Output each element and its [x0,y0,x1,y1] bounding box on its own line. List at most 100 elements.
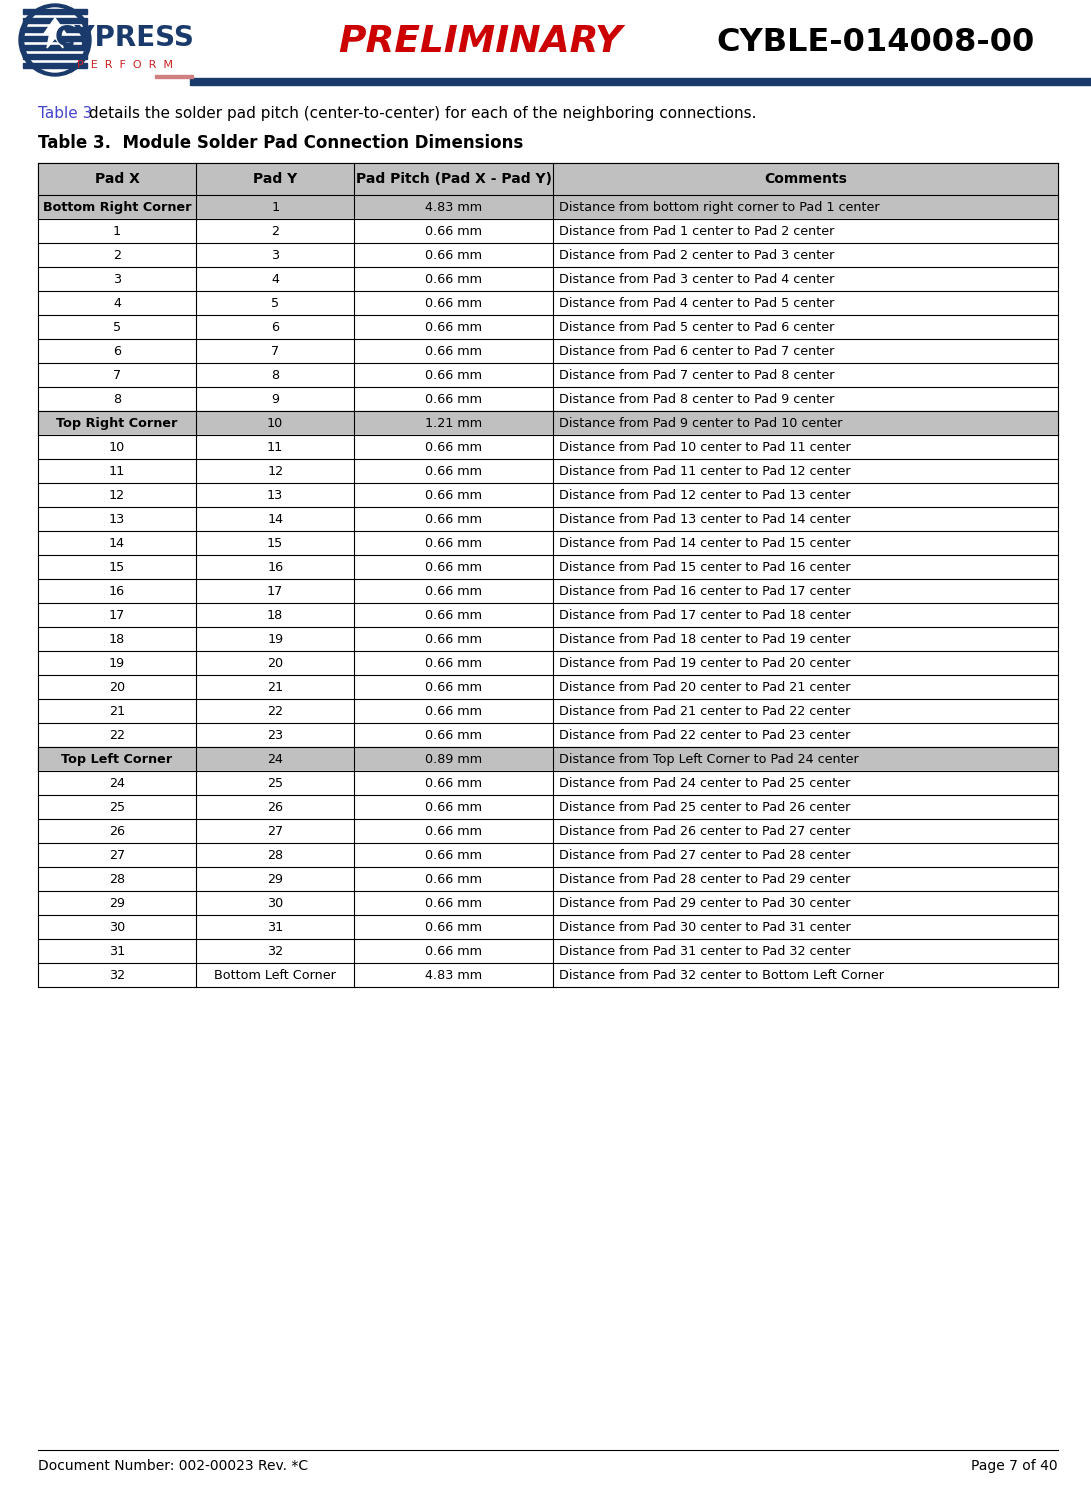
Text: 13: 13 [109,513,125,525]
Text: 7: 7 [271,344,279,358]
Text: 24: 24 [267,752,284,766]
Text: 0.66 mm: 0.66 mm [425,729,482,742]
Text: Distance from Pad 17 center to Pad 18 center: Distance from Pad 17 center to Pad 18 ce… [559,609,851,621]
Text: 3: 3 [271,248,279,262]
Text: Distance from Pad 22 center to Pad 23 center: Distance from Pad 22 center to Pad 23 ce… [559,729,851,742]
Bar [38,194,1058,218]
Text: Pad Pitch (Pad X - Pad Y): Pad Pitch (Pad X - Pad Y) [356,172,552,186]
Text: Distance from Pad 5 center to Pad 6 center: Distance from Pad 5 center to Pad 6 cent… [559,320,835,334]
Text: Distance from Pad 8 center to Pad 9 center: Distance from Pad 8 center to Pad 9 cent… [559,392,835,405]
Text: 0.66 mm: 0.66 mm [425,320,482,334]
Bar [38,266,1058,292]
Text: 0.66 mm: 0.66 mm [425,776,482,790]
Text: 0.66 mm: 0.66 mm [425,392,482,405]
Bar [38,507,1058,531]
Text: 12: 12 [267,464,284,477]
Text: 30: 30 [267,896,284,910]
Text: 0.66 mm: 0.66 mm [425,248,482,262]
Text: 14: 14 [267,513,284,525]
Text: 0.66 mm: 0.66 mm [425,368,482,381]
Bar [23,18,87,22]
Text: 0.66 mm: 0.66 mm [425,561,482,573]
Text: 0.66 mm: 0.66 mm [425,920,482,934]
Text: Comments: Comments [764,172,847,186]
Polygon shape [43,18,67,48]
Text: Distance from Top Left Corner to Pad 24 center: Distance from Top Left Corner to Pad 24 … [559,752,859,766]
Text: Document Number: 002-00023 Rev. *C: Document Number: 002-00023 Rev. *C [38,1459,308,1474]
Bar [23,45,87,49]
Text: 28: 28 [109,872,125,886]
Text: P  E  R  F  O  R  M: P E R F O R M [77,60,173,70]
Text: 1: 1 [271,200,279,214]
Text: 0.66 mm: 0.66 mm [425,296,482,310]
Text: Distance from Pad 2 center to Pad 3 center: Distance from Pad 2 center to Pad 3 cent… [559,248,835,262]
Text: 21: 21 [267,681,284,694]
Text: 17: 17 [267,585,284,597]
Text: 4: 4 [113,296,121,310]
Text: Distance from Pad 31 center to Pad 32 center: Distance from Pad 31 center to Pad 32 ce… [559,944,851,957]
Text: CYPRESS: CYPRESS [55,24,195,52]
Text: 0.66 mm: 0.66 mm [425,272,482,286]
Text: 0.66 mm: 0.66 mm [425,705,482,718]
Text: 0.66 mm: 0.66 mm [425,657,482,670]
Text: 4: 4 [272,272,279,286]
Text: Bottom Left Corner: Bottom Left Corner [214,968,336,981]
Text: 12: 12 [109,489,125,501]
Bar [155,75,193,78]
Text: 14: 14 [109,537,125,549]
Text: Distance from Pad 28 center to Pad 29 center: Distance from Pad 28 center to Pad 29 ce… [559,872,851,886]
Bar [23,27,87,31]
Text: 26: 26 [267,800,284,814]
Text: Distance from Pad 16 center to Pad 17 center: Distance from Pad 16 center to Pad 17 ce… [559,585,851,597]
Text: Distance from Pad 3 center to Pad 4 center: Distance from Pad 3 center to Pad 4 cent… [559,272,835,286]
Text: Bottom Right Corner: Bottom Right Corner [43,200,191,214]
Text: Distance from Pad 15 center to Pad 16 center: Distance from Pad 15 center to Pad 16 ce… [559,561,851,573]
Text: 17: 17 [109,609,125,621]
Text: 0.66 mm: 0.66 mm [425,489,482,501]
Text: Top Left Corner: Top Left Corner [61,752,172,766]
Text: 0.66 mm: 0.66 mm [425,585,482,597]
Text: Pad X: Pad X [95,172,140,186]
Text: 18: 18 [109,633,125,645]
Text: 15: 15 [109,561,125,573]
Text: 10: 10 [109,440,125,453]
Text: 5: 5 [113,320,121,334]
Text: 26: 26 [109,824,125,838]
Text: 6: 6 [272,320,279,334]
Text: 29: 29 [109,896,125,910]
Text: 6: 6 [113,344,121,358]
Bar [38,459,1058,483]
Bar [38,675,1058,699]
Text: 7: 7 [113,368,121,381]
Text: 22: 22 [267,705,284,718]
Text: 2: 2 [272,224,279,238]
Text: 10: 10 [267,416,284,429]
Text: 16: 16 [267,561,284,573]
Text: 1: 1 [113,224,121,238]
Bar [38,163,1058,194]
Text: 4.83 mm: 4.83 mm [425,968,482,981]
Text: 32: 32 [267,944,284,957]
Bar [38,916,1058,939]
Text: Pad Y: Pad Y [253,172,297,186]
Bar [38,316,1058,340]
Bar [38,794,1058,818]
Text: 0.66 mm: 0.66 mm [425,824,482,838]
Bar [23,54,87,58]
Bar [23,36,87,40]
Text: 0.66 mm: 0.66 mm [425,848,482,862]
Text: Distance from Pad 32 center to Bottom Left Corner: Distance from Pad 32 center to Bottom Le… [559,968,884,981]
Text: Distance from Pad 14 center to Pad 15 center: Distance from Pad 14 center to Pad 15 ce… [559,537,851,549]
Text: 0.66 mm: 0.66 mm [425,681,482,694]
Text: 25: 25 [109,800,125,814]
Bar [38,603,1058,627]
Ellipse shape [25,7,85,72]
Text: 32: 32 [109,968,125,981]
Text: 4.83 mm: 4.83 mm [425,200,482,214]
Text: Distance from Pad 6 center to Pad 7 center: Distance from Pad 6 center to Pad 7 cent… [559,344,835,358]
Text: 0.66 mm: 0.66 mm [425,633,482,645]
Text: 0.66 mm: 0.66 mm [425,896,482,910]
Text: 1.21 mm: 1.21 mm [425,416,482,429]
Bar [38,723,1058,747]
Text: 8: 8 [271,368,279,381]
